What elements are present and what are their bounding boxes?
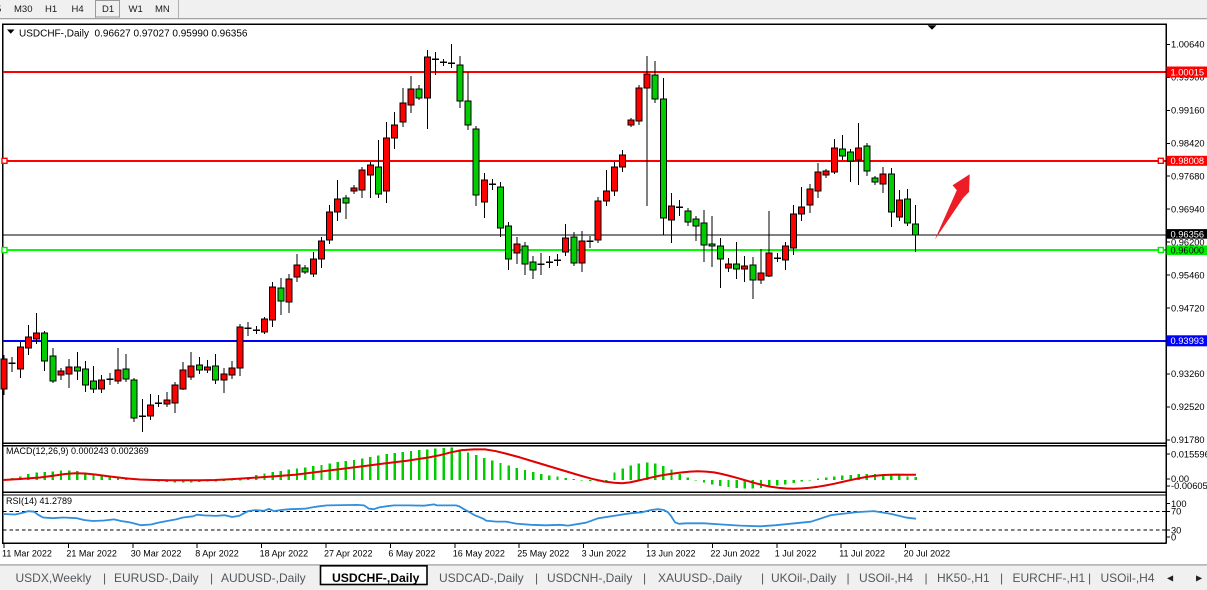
svg-text:|: | [761,571,764,585]
svg-text:0.93993: 0.93993 [1171,336,1205,346]
svg-text:USDCHF-,Daily: USDCHF-,Daily [332,571,420,585]
svg-text:30: 30 [1171,525,1181,535]
svg-text:EURCHF-,H1: EURCHF-,H1 [1013,571,1086,585]
svg-text:0.00: 0.00 [1171,474,1189,484]
svg-text:0.91780: 0.91780 [1171,435,1205,445]
svg-text:0.98420: 0.98420 [1171,139,1205,149]
svg-text:|: | [925,571,928,585]
svg-text:25 May 2022: 25 May 2022 [517,549,569,559]
svg-text:USOil-,H4: USOil-,H4 [1101,571,1155,585]
svg-text:21 Mar 2022: 21 Mar 2022 [66,549,117,559]
svg-text:11 Mar 2022: 11 Mar 2022 [2,549,52,559]
svg-text:0.96356: 0.96356 [1171,229,1205,239]
svg-text:1.00015: 1.00015 [1171,67,1205,77]
svg-text:|: | [103,571,106,585]
svg-text:USDX,Weekly: USDX,Weekly [16,571,92,585]
svg-text:16 May 2022: 16 May 2022 [453,549,505,559]
svg-text:0.97680: 0.97680 [1171,172,1205,182]
svg-text:MN: MN [155,4,170,15]
svg-text:|: | [643,571,646,585]
svg-text:0.92520: 0.92520 [1171,402,1205,412]
svg-text:|: | [1000,571,1003,585]
svg-text:11 Jul 2022: 11 Jul 2022 [839,549,885,559]
svg-text:-0.006055: -0.006055 [1171,481,1207,491]
svg-text:0: 0 [1171,532,1176,542]
svg-text:USDCAD-,Daily: USDCAD-,Daily [439,571,524,585]
svg-text:20 Jul 2022: 20 Jul 2022 [904,549,951,559]
svg-text:8 Apr 2022: 8 Apr 2022 [195,549,239,559]
svg-text:0.98008: 0.98008 [1171,156,1205,166]
svg-text:100: 100 [1171,499,1187,509]
svg-text:H4: H4 [72,4,84,15]
svg-text:1 Jul 2022: 1 Jul 2022 [775,549,817,559]
svg-text:13 Jun 2022: 13 Jun 2022 [646,549,696,559]
svg-text:EURUSD-,Daily: EURUSD-,Daily [114,571,199,585]
svg-text:◀: ◀ [1167,574,1174,583]
svg-text:W1: W1 [129,4,143,15]
svg-text:0.96000: 0.96000 [1171,246,1205,256]
svg-text:|: | [847,571,850,585]
svg-text:H1: H1 [45,4,57,15]
svg-text:0.95460: 0.95460 [1171,270,1205,280]
svg-text:|: | [535,571,538,585]
svg-text:XAUUSD-,Daily: XAUUSD-,Daily [658,571,742,585]
svg-text:USOil-,H4: USOil-,H4 [859,571,913,585]
svg-text:0.94720: 0.94720 [1171,303,1205,313]
svg-text:AUDUSD-,Daily: AUDUSD-,Daily [221,571,306,585]
svg-text:1.00640: 1.00640 [1171,40,1205,50]
svg-text:70: 70 [1171,507,1181,517]
svg-text:0.015596: 0.015596 [1171,449,1207,459]
svg-text:22 Jun 2022: 22 Jun 2022 [710,549,760,559]
svg-text:UKOil-,Daily: UKOil-,Daily [771,571,836,585]
svg-text:USDCNH-,Daily: USDCNH-,Daily [547,571,632,585]
svg-text:HK50-,H1: HK50-,H1 [937,571,990,585]
svg-text:3 Jun 2022: 3 Jun 2022 [582,549,627,559]
svg-text:D1: D1 [102,4,114,15]
svg-text:18 Apr 2022: 18 Apr 2022 [260,549,309,559]
svg-text:RSI(14) 41.2789: RSI(14) 41.2789 [6,496,72,506]
svg-text:0.99160: 0.99160 [1171,106,1205,116]
svg-text:M30: M30 [14,4,32,15]
svg-text:27 Apr 2022: 27 Apr 2022 [324,549,373,559]
svg-text:0.96940: 0.96940 [1171,205,1205,215]
svg-text:6 May 2022: 6 May 2022 [388,549,435,559]
svg-text:|: | [1088,571,1091,585]
svg-text:▶: ▶ [1196,574,1203,583]
svg-text:30 Mar 2022: 30 Mar 2022 [131,549,182,559]
svg-text:USDCHF-,Daily 0.96627 0.97027: USDCHF-,Daily 0.96627 0.97027 0.95990 0.… [19,29,248,40]
svg-text:MACD(12,26,9) 0.000243 0.00236: MACD(12,26,9) 0.000243 0.002369 [6,446,149,456]
svg-text:0.93260: 0.93260 [1171,369,1205,379]
svg-text:0.99900: 0.99900 [1171,73,1205,83]
svg-text:|: | [210,571,213,585]
svg-text:0.96200: 0.96200 [1171,237,1205,247]
svg-text:5: 5 [0,4,1,15]
